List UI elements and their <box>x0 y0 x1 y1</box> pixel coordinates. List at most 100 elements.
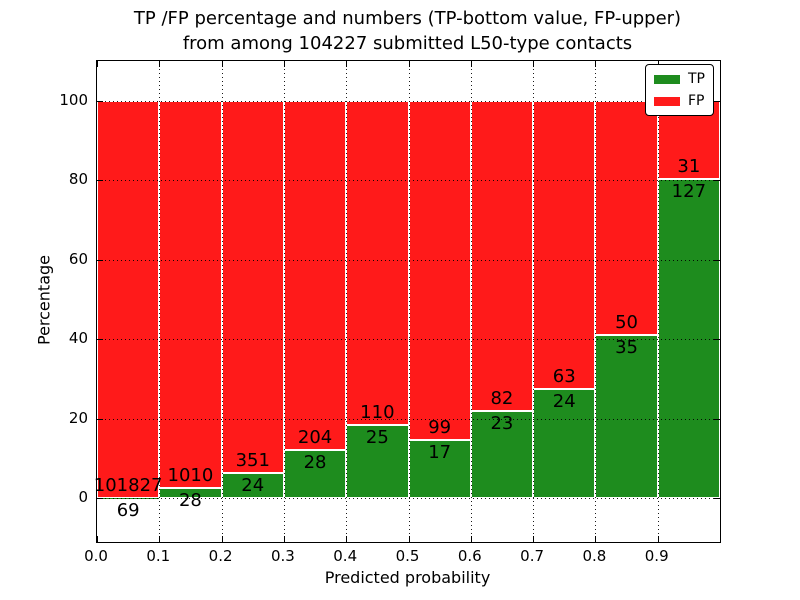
gridline-vertical <box>283 61 285 542</box>
bar-segment-tp <box>409 440 471 499</box>
x-tick-label: 0.3 <box>270 547 295 565</box>
x-tick-mark <box>470 536 472 542</box>
x-tick-mark <box>97 61 98 67</box>
x-tick-mark <box>470 61 472 67</box>
x-tick-mark <box>720 536 721 542</box>
bar-label-fp: 99 <box>428 417 452 438</box>
x-tick-mark <box>533 536 535 542</box>
bar-label-tp: 28 <box>178 489 202 511</box>
x-tick-label: 0.9 <box>644 547 669 565</box>
legend-label-fp: FP <box>688 93 705 109</box>
chart-title-line2: from among 104227 submitted L50-type con… <box>182 33 633 54</box>
bar-segment-tp <box>346 424 409 499</box>
bar-label-fp: 31 <box>677 155 701 177</box>
bar-label-fp: 50 <box>615 311 638 333</box>
x-tick-mark <box>657 536 659 542</box>
x-tick-mark <box>283 536 285 542</box>
y-tick-label: 20 <box>68 408 88 427</box>
gridline-vertical <box>657 61 659 542</box>
y-tick-mark <box>714 100 720 102</box>
bar-label-tp: 28 <box>303 452 327 474</box>
y-tick-mark <box>97 418 103 420</box>
y-tick-mark <box>714 498 720 500</box>
y-tick-label: 60 <box>68 249 88 268</box>
bar-labels-layer: 101827 69 1010 28 351 24 204 28 110 25 99 17 82 23 63 2… <box>94 61 720 542</box>
x-tick-mark <box>97 536 98 542</box>
gridline-vertical <box>595 61 597 542</box>
legend: TP FP <box>645 64 714 116</box>
bar-label-tp: 35 <box>615 336 638 358</box>
y-tick-label: 100 <box>59 90 88 109</box>
gridline-vertical <box>470 61 472 542</box>
legend-patch-fp <box>654 96 680 106</box>
x-tick-mark <box>159 536 161 542</box>
bar-label-tp: 25 <box>365 426 389 448</box>
bar-label-fp: 82 <box>490 388 514 410</box>
y-tick-mark <box>714 418 720 420</box>
bar-segment-tp <box>595 334 658 499</box>
x-tick-mark <box>346 536 348 542</box>
x-tick-label: 0.5 <box>395 547 420 565</box>
bar-segment-tp <box>222 472 284 499</box>
x-axis-label: Predicted probability <box>324 568 491 587</box>
y-tick-mark <box>97 180 103 182</box>
y-tick-mark <box>97 498 103 500</box>
bar-segment-tp <box>533 388 595 499</box>
x-tick-mark <box>720 61 721 67</box>
bar-segment-fp <box>159 100 222 488</box>
y-tick-label: 0 <box>78 488 88 507</box>
y-tick-label: 40 <box>68 329 88 348</box>
bar-label-tp: 24 <box>552 390 576 412</box>
chart-title-line1: TP /FP percentage and numbers (TP-bottom… <box>133 8 682 29</box>
chart-title: TP /FP percentage and numbers (TP-bottom… <box>96 6 719 56</box>
bar-segment-fp <box>97 100 159 498</box>
bar-segment-fp <box>222 100 284 473</box>
y-tick-mark <box>97 259 103 261</box>
gridline-vertical <box>221 61 223 542</box>
plot-area: 101827 69 1010 28 351 24 204 28 110 25 99 17 82 23 63 2… <box>94 60 721 543</box>
y-tick-label: 80 <box>68 170 88 189</box>
x-tick-label: 0.1 <box>146 547 171 565</box>
x-tick-mark <box>283 61 285 67</box>
x-tick-mark <box>533 61 535 67</box>
x-tick-label: 0.7 <box>520 547 545 565</box>
y-tick-mark <box>97 100 103 102</box>
x-tick-mark <box>408 536 410 542</box>
gridline-vertical <box>159 61 161 542</box>
x-tick-label: 0.6 <box>457 547 482 565</box>
bar-label-tp: 24 <box>241 474 265 496</box>
legend-label-tp: TP <box>688 71 705 87</box>
y-tick-mark <box>714 259 720 261</box>
bar-segment-fp <box>409 100 471 440</box>
x-tick-mark <box>408 61 410 67</box>
bar-segment-fp <box>284 100 346 451</box>
bar-label-tp: 23 <box>490 413 514 435</box>
x-tick-label: 0.4 <box>333 547 358 565</box>
bar-label-tp: 17 <box>428 442 452 463</box>
x-tick-mark <box>221 61 223 67</box>
x-tick-label: 0.8 <box>582 547 607 565</box>
x-tick-mark <box>595 536 597 542</box>
x-tick-label: 0.0 <box>84 547 108 565</box>
bar-label-fp: 204 <box>297 427 333 449</box>
y-tick-mark <box>714 339 720 341</box>
bar-label-fp: 63 <box>552 365 576 387</box>
ticks-layer <box>97 61 721 542</box>
grid-layer <box>97 61 720 542</box>
bar-label-fp: 110 <box>360 401 395 423</box>
bars-layer <box>97 61 720 542</box>
gridline-vertical <box>408 61 410 542</box>
bar-segment-tp <box>471 411 533 499</box>
bar-segment-tp <box>284 450 346 499</box>
bar-label-fp: 1010 <box>167 464 214 486</box>
gridline-vertical <box>533 61 535 542</box>
bar-label-tp: 69 <box>116 500 140 521</box>
y-tick-mark <box>714 180 720 182</box>
bar-segment-fp <box>533 100 595 389</box>
legend-row: FP <box>654 93 705 109</box>
legend-patch-tp <box>654 74 680 84</box>
bar-segment-tp <box>658 178 720 499</box>
x-tick-mark <box>595 61 597 67</box>
x-tick-mark <box>159 61 161 67</box>
